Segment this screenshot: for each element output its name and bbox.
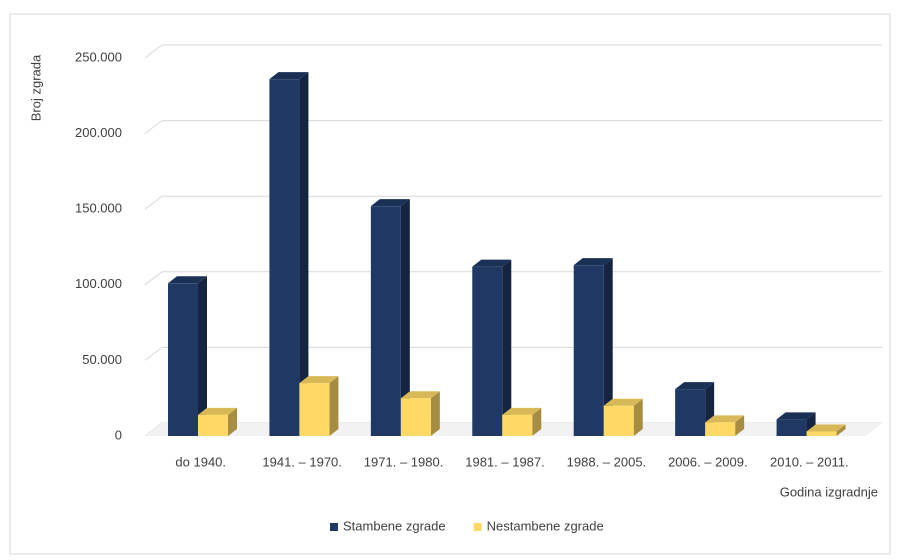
bar (472, 259, 512, 436)
bar-face (269, 79, 300, 436)
bar-face (198, 414, 228, 436)
bar-face (776, 419, 807, 436)
x-tick-label: 1981. – 1987. (465, 454, 545, 469)
bar (370, 199, 410, 436)
bar-face (472, 259, 512, 267)
bar (776, 412, 816, 436)
y-tick-label: 100.000 (75, 276, 122, 291)
bar-face (299, 383, 330, 436)
bar (502, 407, 542, 436)
legend-swatch (330, 523, 338, 531)
bar-face (400, 398, 431, 436)
bar-face (705, 415, 745, 423)
bar-face (603, 398, 643, 406)
x-axis-label: Godina izgradnje (780, 484, 878, 499)
bar-face (502, 407, 542, 415)
y-tick-label: 0 (115, 427, 122, 442)
bar-face (299, 376, 339, 384)
bar-face (329, 376, 339, 436)
y-tick-label: 200.000 (75, 125, 122, 140)
bar-face (168, 276, 207, 284)
grid-line (144, 120, 882, 134)
x-tick-label: 2010. – 2011. (770, 454, 849, 469)
bar-face (299, 72, 309, 436)
grid-line (144, 44, 882, 59)
bar-face (502, 259, 512, 436)
bar-face (400, 199, 410, 436)
bar-face (198, 407, 237, 415)
bar (603, 398, 643, 436)
bar-face (603, 405, 634, 436)
bar-face (532, 407, 542, 436)
legend-label: Nestambene zgrade (487, 518, 604, 533)
bar-face (198, 276, 207, 436)
x-tick-label: 1941. – 1970. (262, 454, 342, 469)
bar (299, 376, 339, 436)
bar (269, 72, 309, 436)
bar-face (573, 258, 613, 266)
bar-face (633, 398, 643, 436)
legend-swatch (473, 523, 482, 531)
legend-label: Stambene zgrade (343, 518, 446, 533)
bar-face (836, 424, 846, 436)
grid-line (144, 195, 882, 210)
bar-face (168, 283, 198, 436)
bar (198, 407, 237, 436)
bar (806, 424, 846, 436)
bar (705, 415, 745, 436)
y-tick-label: 250.000 (75, 49, 122, 64)
bar-face (806, 431, 837, 436)
bar-face (776, 412, 816, 420)
bar (400, 391, 440, 436)
y-axis-label: Broj zgrada (28, 54, 43, 121)
bar-face (370, 206, 401, 436)
y-tick-label: 50.000 (82, 352, 122, 367)
bar-face (806, 424, 846, 432)
bar-face (269, 72, 309, 80)
bar-face (735, 415, 745, 436)
bar-face (675, 389, 706, 436)
x-tick-label: do 1940. (175, 454, 226, 469)
bar-face (705, 422, 736, 436)
x-tick-label: 1971. – 1980. (364, 454, 444, 469)
x-tick-label: 1988. – 2005. (567, 454, 647, 469)
bar-face (228, 407, 237, 436)
bar-face (400, 391, 440, 399)
bar-face (675, 382, 715, 390)
y-tick-label: 150.000 (75, 201, 122, 216)
bar-face (472, 266, 503, 436)
bar-face (603, 258, 613, 436)
chart-border (9, 13, 891, 555)
grid-line (144, 271, 882, 286)
bar-face (430, 391, 440, 436)
grid-line (144, 346, 882, 361)
bar-face (370, 199, 410, 207)
bar-face (573, 265, 604, 436)
bar (168, 276, 207, 436)
bar (573, 258, 613, 436)
bar-face (502, 414, 533, 436)
x-tick-label: 2006. – 2009. (668, 454, 748, 469)
